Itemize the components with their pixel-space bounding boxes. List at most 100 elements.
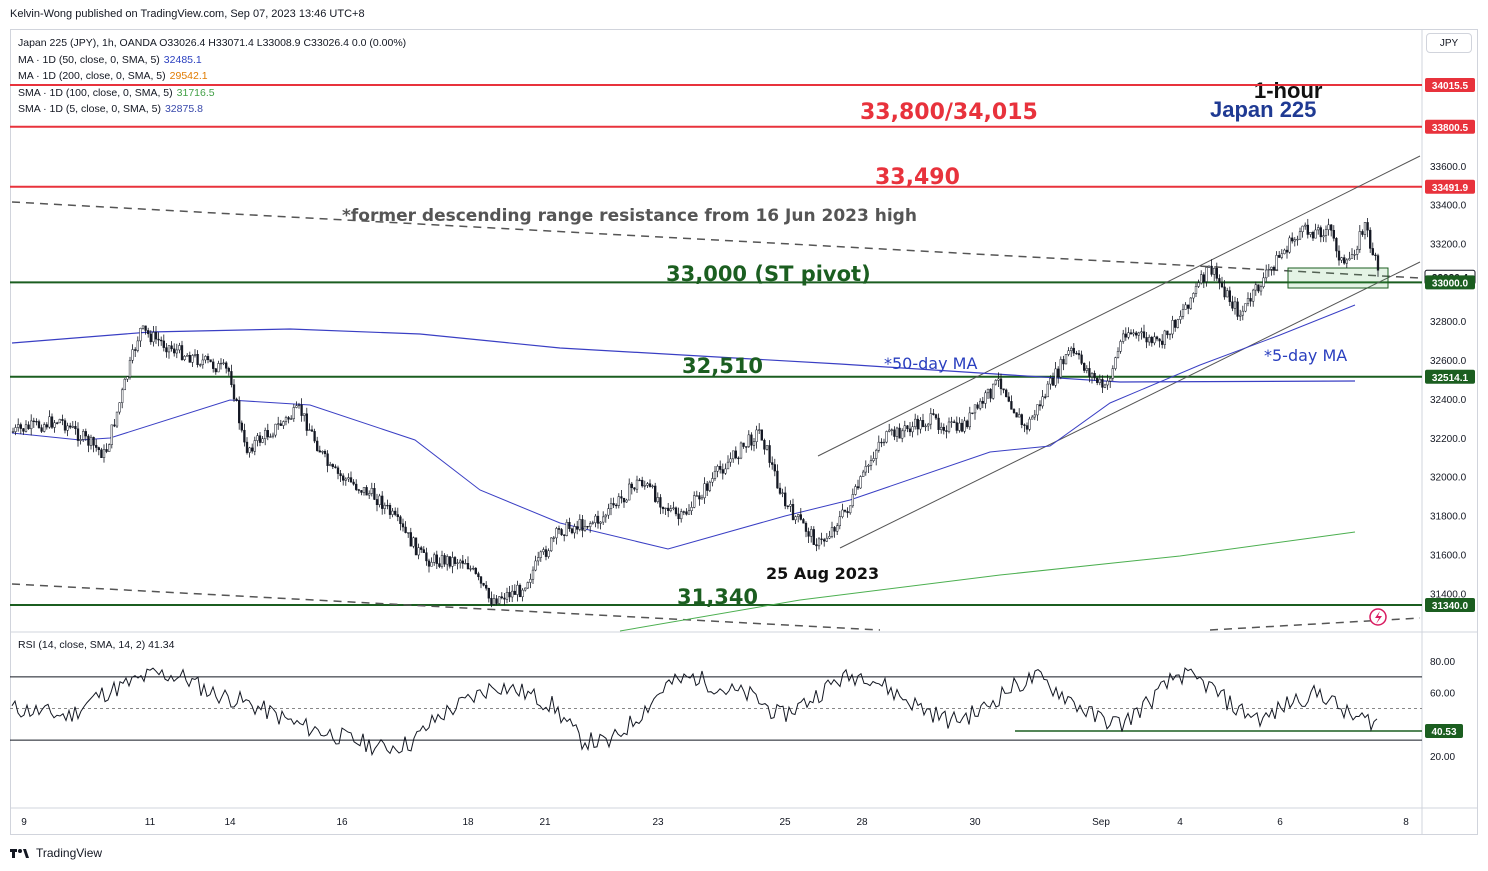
candle-body [284,417,288,422]
candle-body [685,511,688,515]
candle-body [1280,253,1283,258]
candle-body [420,547,423,550]
price-tick-label: 31400.0 [1430,589,1467,600]
candle-body [552,537,555,539]
candle-body [1213,267,1216,275]
candle-body [703,483,706,499]
candle-body [329,464,332,466]
candle-body [238,400,241,424]
candle-body [856,486,860,489]
footer-brand[interactable]: TradingView [10,846,102,860]
candle-body [799,514,802,520]
candle-body [500,596,503,599]
candle-body [1148,336,1151,343]
candle-body [513,590,516,595]
legend-ma50[interactable]: MA · 1D (50, close, 0, SMA, 5) 32485.1 [18,52,406,69]
candle-body [758,429,761,431]
candle-body [1020,414,1023,425]
price-tick-label: 32200.0 [1430,434,1467,445]
candle-body [628,483,631,501]
currency-button[interactable]: JPY [1426,33,1472,53]
candle-body [817,538,821,547]
candle-body [92,436,95,446]
candle-body [1270,266,1273,270]
candle-body [147,330,150,335]
candle-body [524,587,527,591]
candle-body [537,557,540,562]
candle-body [589,523,592,527]
candle-body [97,447,100,450]
candle-body [414,537,418,556]
candle-body [716,466,719,472]
candle-body [511,590,514,598]
sma5-value: 32875.8 [164,103,203,116]
candle-body [498,596,501,604]
price-badge [1425,275,1475,290]
candle-body [110,424,113,445]
candle-body [440,555,444,567]
time-tick-label: 11 [145,817,156,828]
candle-body [108,444,111,452]
candle-body [323,450,327,455]
candle-body [136,340,139,351]
candle-body [986,388,990,394]
candle-body [781,492,784,494]
candle-body [833,527,836,532]
candle-body [1031,416,1034,420]
rsi-badge-label: 40.53 [1431,727,1456,738]
candle-body [1150,336,1153,344]
candle-body [248,447,251,453]
candle-body [908,428,912,433]
legend-ma200[interactable]: MA · 1D (200, close, 0, SMA, 5) 29542.1 [18,68,406,85]
candle-body [508,592,511,598]
candle-body [893,429,896,437]
candle-body [123,378,126,391]
candle-body [100,449,103,458]
candle-body [1101,378,1104,388]
candle-body [1106,380,1109,386]
candle-body [1288,237,1291,253]
price-badge-label: 34015.5 [1432,81,1469,92]
candle-body [1070,347,1073,351]
candle-body [492,598,496,605]
candle-body [1262,277,1265,288]
candle-body [752,441,756,446]
candle-body [963,420,966,432]
candle-body [443,555,446,565]
candle-body [102,449,106,458]
candle-body [706,483,709,491]
candle-body [550,537,553,552]
candle-body [1057,368,1060,378]
candle-body [947,421,951,432]
candle-body [399,516,402,524]
legend-sma5[interactable]: SMA · 1D (5, close, 0, SMA, 5) 32875.8 [18,101,406,118]
candle-body [225,362,228,369]
candle-body [446,556,449,565]
candle-body [1088,368,1091,377]
candle-body [1049,378,1052,385]
legend-sma100[interactable]: SMA · 1D (100, close, 0, SMA, 5) 31716.5 [18,85,406,102]
candle-body [864,466,867,473]
candle-body [1314,229,1317,239]
candle-body [997,378,1000,381]
candle-body [786,505,789,507]
candle-body [672,507,675,509]
candle-body [1259,286,1263,292]
candle-body [729,458,732,463]
candle-body [882,441,886,444]
rsi-legend[interactable]: RSI (14, close, SMA, 14, 2) 41.34 [18,639,174,651]
candle-body [352,481,355,485]
candle-body [131,349,134,361]
price-tick-label: 33600.0 [1430,162,1467,173]
candle-body [773,464,776,472]
candle-body [1207,265,1211,268]
candle-body [461,560,464,564]
candle-body [321,450,324,453]
candle-body [1324,229,1328,236]
candle-body [654,485,657,502]
candle-body [1114,357,1117,369]
candle-body [1025,425,1029,430]
tradingview-logo-icon [10,849,29,858]
candle-body [942,426,945,431]
